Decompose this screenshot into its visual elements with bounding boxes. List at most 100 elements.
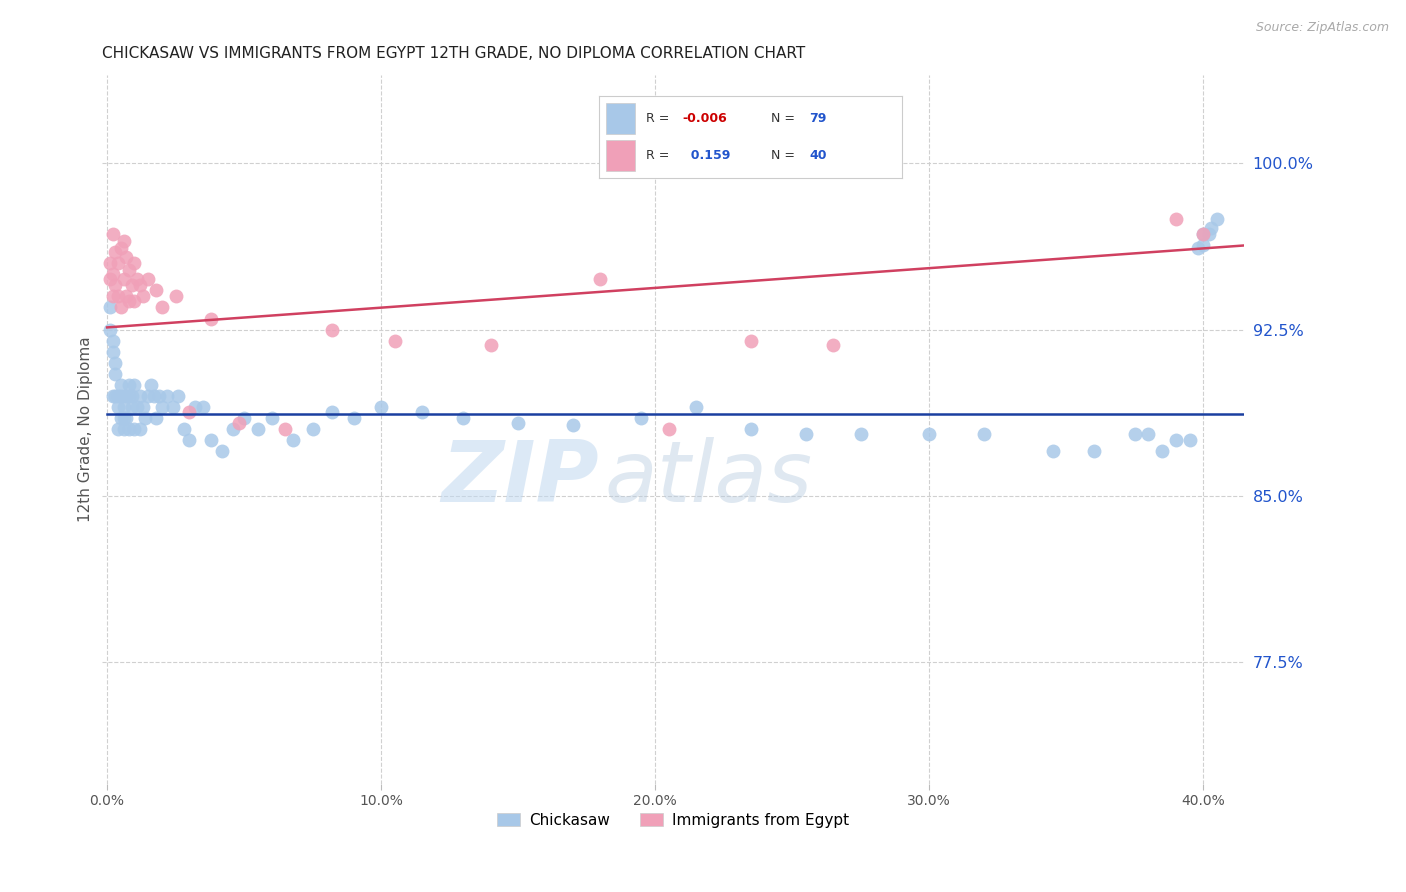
Point (107, 389, 129, 403)
Text: Source: ZipAtlas.com: Source: ZipAtlas.com (1256, 21, 1389, 34)
Text: CHICKASAW VS IMMIGRANTS FROM EGYPT 12TH GRADE, NO DIPLOMA CORRELATION CHART: CHICKASAW VS IMMIGRANTS FROM EGYPT 12TH … (101, 46, 804, 62)
Point (849, 426, 872, 441)
Point (101, 389, 124, 403)
Point (301, 422, 323, 436)
Point (918, 426, 941, 441)
Point (1164, 211, 1187, 226)
Point (740, 334, 762, 348)
Point (131, 289, 153, 303)
Point (184, 400, 207, 414)
Point (104, 278, 127, 293)
Point (118, 389, 141, 403)
Point (1083, 444, 1105, 458)
Point (1201, 220, 1223, 235)
Point (124, 256, 146, 270)
Point (274, 422, 297, 436)
Point (508, 416, 530, 430)
Point (1178, 434, 1201, 448)
Point (191, 400, 214, 414)
Point (110, 411, 132, 425)
Point (1198, 227, 1220, 242)
Point (740, 422, 762, 436)
Point (110, 241, 132, 255)
Point (658, 422, 681, 436)
Point (823, 338, 845, 352)
Point (107, 400, 129, 414)
Point (101, 267, 124, 281)
Point (150, 301, 173, 315)
Point (112, 234, 135, 248)
Point (112, 400, 135, 414)
Point (173, 422, 195, 436)
Point (1164, 434, 1187, 448)
Point (112, 411, 135, 425)
Point (136, 389, 159, 403)
Point (260, 411, 283, 425)
Point (479, 338, 502, 352)
Point (139, 378, 162, 392)
Point (124, 378, 146, 392)
Point (112, 271, 135, 285)
Point (98, 271, 121, 285)
Point (129, 278, 152, 293)
Point (118, 378, 141, 392)
Point (110, 389, 132, 403)
Point (794, 426, 817, 441)
Point (321, 323, 343, 337)
Point (98, 256, 121, 270)
Point (104, 389, 127, 403)
Point (101, 334, 124, 348)
Point (131, 400, 153, 414)
Point (179, 404, 201, 418)
Point (384, 334, 406, 348)
Point (118, 262, 141, 277)
Point (1192, 227, 1215, 242)
Point (370, 400, 392, 414)
Point (101, 227, 124, 242)
Point (107, 289, 129, 303)
Legend: Chickasaw, Immigrants from Egypt: Chickasaw, Immigrants from Egypt (491, 807, 855, 834)
Point (107, 256, 129, 270)
Point (156, 389, 179, 403)
Point (630, 411, 652, 425)
Point (211, 444, 233, 458)
Point (127, 271, 149, 285)
Point (411, 404, 433, 418)
Point (453, 411, 475, 425)
Point (685, 400, 707, 414)
Point (1192, 238, 1215, 252)
Point (98, 301, 121, 315)
Point (222, 422, 245, 436)
Point (200, 311, 222, 326)
Point (124, 422, 146, 436)
Point (246, 422, 269, 436)
Point (165, 289, 187, 303)
Point (121, 278, 143, 293)
Point (118, 422, 141, 436)
Point (973, 426, 995, 441)
Text: ZIP: ZIP (441, 437, 599, 520)
Point (104, 356, 127, 370)
Point (112, 422, 135, 436)
Point (283, 434, 305, 448)
Point (233, 411, 256, 425)
Point (145, 283, 167, 297)
Point (179, 434, 201, 448)
Point (1192, 227, 1215, 242)
Point (107, 422, 129, 436)
Text: atlas: atlas (605, 437, 813, 520)
Point (115, 250, 138, 264)
Point (142, 389, 165, 403)
Point (115, 411, 138, 425)
Point (1152, 444, 1174, 458)
Point (104, 245, 127, 260)
Point (321, 404, 343, 418)
Point (134, 411, 156, 425)
Point (115, 289, 138, 303)
Point (162, 400, 184, 414)
Point (1042, 444, 1064, 458)
Point (148, 389, 170, 403)
Point (110, 378, 132, 392)
Point (121, 389, 143, 403)
Point (136, 271, 159, 285)
